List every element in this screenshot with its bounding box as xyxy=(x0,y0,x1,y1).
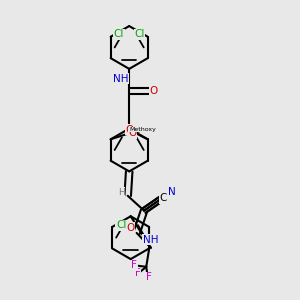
Text: F: F xyxy=(146,272,152,282)
Text: O: O xyxy=(126,223,134,232)
Text: F: F xyxy=(135,268,141,278)
Text: NH: NH xyxy=(142,235,158,245)
Text: O: O xyxy=(125,125,133,135)
Text: Cl: Cl xyxy=(134,29,145,39)
Text: O: O xyxy=(150,86,158,96)
Text: Cl: Cl xyxy=(114,29,124,39)
Text: Methoxy: Methoxy xyxy=(130,127,157,132)
Text: F: F xyxy=(131,260,137,270)
Text: H: H xyxy=(118,188,124,197)
Text: Cl: Cl xyxy=(116,220,126,230)
Text: NH: NH xyxy=(113,74,129,83)
Text: O: O xyxy=(128,128,136,138)
Text: N: N xyxy=(168,187,176,197)
Text: C: C xyxy=(160,194,167,203)
